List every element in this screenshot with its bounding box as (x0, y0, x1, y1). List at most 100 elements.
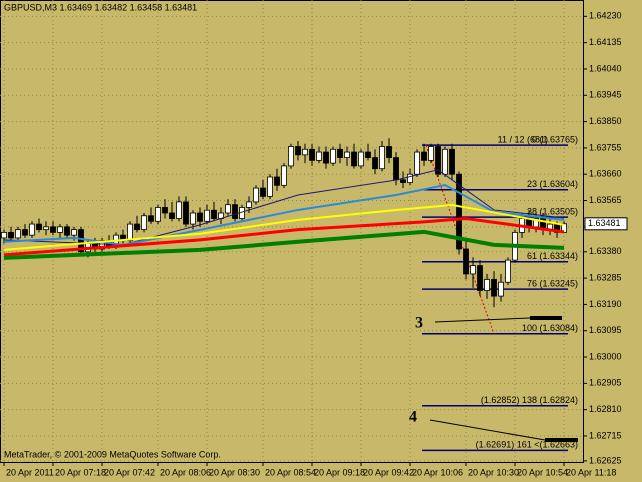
chart-title: GBPUSD,M3 1.63469 1.63482 1.63458 1.6348… (4, 2, 197, 12)
y-tick-label: 1.64040 (589, 63, 622, 73)
annotation: 3 (415, 315, 423, 332)
copyright: MetaTrader, © 2001-2009 MetaQuotes Softw… (4, 449, 221, 459)
candle-body (498, 281, 504, 297)
y-tick-label: 1.64135 (589, 37, 622, 47)
fib-label: (1.62852) 138 (1.62824) (481, 395, 578, 405)
y-tick-label: 1.63945 (589, 90, 622, 100)
moving-average (3, 217, 565, 257)
fib-label: 76 (1.63245) (527, 279, 578, 289)
candle-body (29, 223, 35, 236)
y-tick-label: 1.63285 (589, 272, 622, 282)
candle-body (302, 148, 308, 156)
x-tick-label: 20 Apr 10:30 (468, 467, 519, 477)
candle-body (323, 151, 329, 164)
fib-label: 0 (1.63765) (532, 135, 578, 145)
annotation-line (434, 317, 531, 323)
candle-body (477, 265, 483, 291)
candle-body (22, 229, 28, 236)
candle-body (435, 146, 441, 175)
y-tick-label: 1.62625 (589, 455, 622, 465)
y-tick-label: 1.63850 (589, 116, 622, 126)
candle-body (190, 212, 196, 225)
candle-body (57, 226, 63, 233)
candle-body (141, 215, 147, 231)
candle-body (414, 151, 420, 175)
x-tick-label: 20 Apr 10:06 (412, 467, 463, 477)
candle-body (344, 151, 350, 159)
candle-body (253, 187, 259, 203)
candle-body (260, 187, 266, 197)
candle-body (183, 201, 189, 225)
candle-body (232, 204, 238, 219)
candle-body (337, 148, 343, 159)
y-tick-label: 1.64230 (589, 11, 622, 21)
fib-label: 38 (1.63505) (527, 207, 578, 217)
candle-body (50, 226, 56, 233)
candle-body (281, 165, 287, 186)
candle-body (295, 146, 301, 156)
candle-body (351, 151, 357, 167)
x-tick-label: 20 Apr 08:54 (265, 467, 316, 477)
fib-label: 61 (1.63344) (527, 251, 578, 261)
candle-body (15, 229, 21, 239)
candle-body (470, 265, 476, 275)
candle-body (330, 148, 336, 164)
candle-body (204, 209, 210, 222)
candle-body (449, 148, 455, 175)
candle-body (400, 179, 406, 183)
x-tick-label: 20 Apr 10:54 (517, 467, 568, 477)
candle-body (64, 226, 70, 236)
y-tick-label: 1.63660 (589, 169, 622, 179)
grid (0, 0, 583, 462)
y-tick-label: 1.63095 (589, 325, 622, 335)
moving-average (3, 203, 565, 251)
candle-body (316, 151, 322, 161)
moving-average (3, 229, 565, 260)
candle-body (43, 226, 49, 231)
candle-body (155, 207, 161, 222)
y-tick-label: 1.63000 (589, 351, 622, 361)
x-tick-label: 20 Apr 2011 (6, 467, 54, 477)
candle-body (463, 248, 469, 275)
candle-body (71, 229, 77, 236)
candle-body (407, 173, 413, 183)
y-tick-label: 1.63380 (589, 246, 622, 256)
candle-body (365, 151, 371, 159)
x-tick-label: 20 Apr 09:18 (314, 467, 365, 477)
candle-body (505, 259, 511, 283)
candle-body (211, 209, 217, 219)
x-tick-label: 20 Apr 08:06 (160, 467, 211, 477)
candle-body (176, 201, 182, 219)
candle-body (456, 173, 462, 250)
candle-body (8, 231, 14, 239)
candle-body (393, 157, 399, 181)
candle-body (36, 223, 42, 231)
annotation: 4 (409, 409, 417, 426)
candle-body (225, 204, 231, 214)
candle-body (372, 157, 378, 170)
candle-body (288, 146, 294, 167)
candle-body (246, 201, 252, 208)
candle-body (491, 279, 497, 297)
y-tick-label: 1.62810 (589, 404, 622, 414)
candle-body (148, 215, 154, 222)
annotation-line (429, 419, 546, 441)
y-tick-label: 1.63565 (589, 195, 622, 205)
candle-body (309, 148, 315, 161)
fib-label: 23 (1.63604) (527, 179, 578, 189)
x-tick-label: 20 Apr 07:42 (104, 467, 155, 477)
candle-body (99, 240, 105, 250)
moving-average (3, 183, 565, 246)
candle-body (379, 146, 385, 170)
fib-label: (1.62691) 161 <(1.62663) (476, 440, 578, 450)
candle-body (169, 212, 175, 219)
candle-body (197, 212, 203, 222)
candle-body (428, 146, 434, 161)
x-tick-label: 20 Apr 07:18 (55, 467, 106, 477)
candle-body (442, 148, 448, 175)
plot-frame (0, 0, 584, 463)
y-tick-label: 1.63755 (589, 142, 622, 152)
y-tick-label: 1.63190 (589, 299, 622, 309)
y-tick-label: 1.62715 (589, 430, 622, 440)
